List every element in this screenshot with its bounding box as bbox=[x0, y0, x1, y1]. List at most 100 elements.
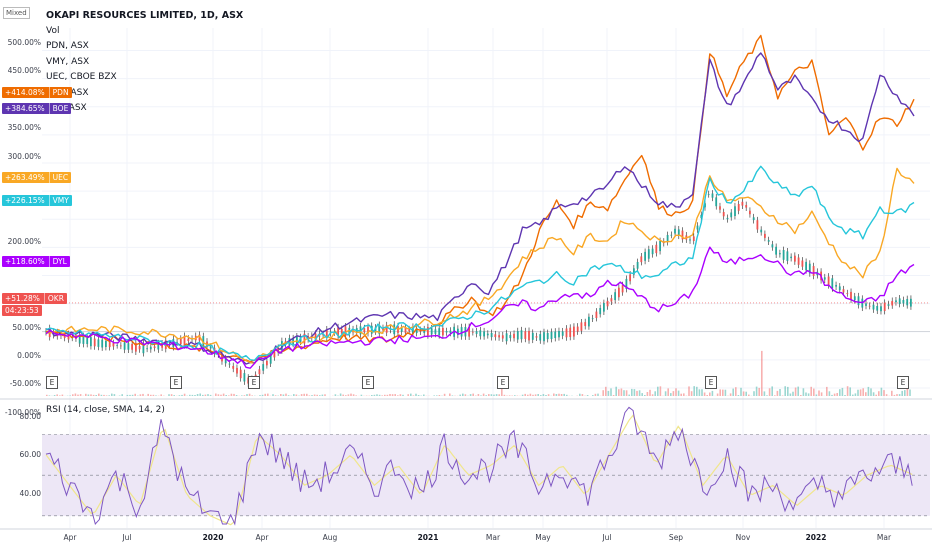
volume-bar bbox=[90, 394, 92, 396]
volume-bar bbox=[134, 393, 136, 396]
volume-bar bbox=[615, 386, 617, 396]
volume-bar bbox=[131, 394, 134, 396]
okr-candle-body bbox=[659, 241, 661, 252]
legend-item-boe[interactable]: BOE, ASX bbox=[46, 87, 89, 98]
volume-bar bbox=[345, 395, 347, 396]
volume-bar bbox=[168, 394, 170, 396]
volume-bar bbox=[108, 395, 110, 396]
okr-candle-body bbox=[266, 360, 268, 366]
volume-bar bbox=[831, 394, 833, 396]
earnings-marker[interactable]: E bbox=[705, 376, 717, 389]
volume-bar bbox=[160, 394, 162, 396]
volume-bar bbox=[459, 394, 461, 396]
earnings-marker[interactable]: E bbox=[170, 376, 182, 389]
earnings-marker[interactable]: E bbox=[897, 376, 909, 389]
okr-candle-body bbox=[558, 331, 560, 338]
okr-candle-body bbox=[647, 249, 650, 259]
earnings-marker[interactable]: E bbox=[362, 376, 374, 389]
volume-bar bbox=[805, 392, 807, 396]
okr-candle-body bbox=[546, 333, 549, 340]
volume-bar bbox=[641, 393, 643, 396]
okr-candle-body bbox=[606, 300, 609, 307]
legend-item-vmy[interactable]: VMY, ASX bbox=[46, 56, 90, 67]
okr-candle-body bbox=[651, 248, 654, 255]
volume-bar bbox=[477, 394, 480, 396]
okr-candle-body bbox=[385, 325, 388, 333]
volume-bar bbox=[534, 394, 537, 396]
volume-bar bbox=[412, 395, 415, 396]
volume-bar bbox=[397, 395, 399, 396]
volume-bar bbox=[826, 386, 828, 396]
volume-bar bbox=[521, 394, 524, 396]
okr-candle-body bbox=[782, 250, 785, 260]
legend-item-vol[interactable]: Vol bbox=[46, 25, 60, 36]
okr-candle-body bbox=[561, 331, 564, 336]
volume-bar bbox=[339, 393, 342, 396]
okr-candle-body bbox=[715, 197, 718, 207]
volume-bar bbox=[196, 394, 199, 396]
volume-bar bbox=[664, 391, 667, 396]
rsi-indicator-title[interactable]: RSI (14, close, SMA, 14, 2) bbox=[46, 405, 165, 415]
volume-bar bbox=[334, 394, 337, 396]
okr-candle-body bbox=[801, 260, 804, 267]
volume-bar bbox=[251, 395, 253, 396]
volume-bar bbox=[594, 393, 597, 396]
scale-mode-toggle[interactable]: Mixed bbox=[3, 7, 30, 19]
volume-bar bbox=[833, 393, 836, 396]
volume-bar bbox=[683, 393, 685, 396]
volume-bar bbox=[862, 388, 864, 396]
okr-candle-body bbox=[412, 326, 414, 335]
volume-bar bbox=[612, 395, 615, 396]
volume-bar bbox=[56, 394, 58, 396]
volume-bar bbox=[235, 395, 238, 396]
volume-bar bbox=[495, 394, 498, 396]
volume-bar bbox=[103, 394, 105, 396]
volume-bar bbox=[72, 394, 74, 396]
okr-candle-body bbox=[730, 212, 733, 218]
volume-bar bbox=[173, 395, 175, 396]
okr-candle-body bbox=[775, 246, 777, 255]
volume-bar bbox=[189, 394, 191, 396]
okr-candle-body bbox=[86, 337, 89, 344]
volume-bar bbox=[319, 395, 321, 396]
boe-line bbox=[45, 52, 915, 365]
okr-candle-body bbox=[543, 332, 545, 342]
okr-candle-body bbox=[232, 366, 235, 369]
time-axis-label: Jul bbox=[122, 533, 132, 542]
okr-candle-body bbox=[610, 298, 613, 302]
okr-candle-body bbox=[75, 338, 77, 339]
volume-bar bbox=[636, 390, 638, 396]
earnings-marker[interactable]: E bbox=[248, 376, 260, 389]
volume-bar bbox=[199, 393, 201, 396]
legend-item-dyl[interactable]: DYL, ASX bbox=[46, 103, 87, 113]
volume-bar bbox=[904, 390, 906, 396]
volume-bar bbox=[722, 389, 724, 396]
volume-bar bbox=[352, 394, 355, 396]
okr-candle-body bbox=[681, 230, 684, 240]
okr-candle-body bbox=[149, 346, 152, 350]
okr-candle-body bbox=[569, 327, 572, 337]
okr-candle-body bbox=[726, 217, 729, 220]
price-axis-label: 300.00% bbox=[7, 152, 41, 161]
okr-candle-body bbox=[670, 234, 673, 236]
okr-candle-body bbox=[520, 330, 523, 340]
time-axis-label: May bbox=[535, 533, 551, 542]
okr-candle-body bbox=[438, 328, 441, 336]
volume-bar bbox=[745, 391, 747, 396]
legend-item-uec[interactable]: UEC, CBOE BZX bbox=[46, 72, 117, 82]
okr-candle-body bbox=[633, 268, 635, 275]
legend-item-pdn[interactable]: PDN, ASX bbox=[46, 41, 89, 51]
symbol-title[interactable]: OKAPI RESOURCES LIMITED, 1D, ASX bbox=[46, 10, 244, 21]
volume-bar bbox=[901, 390, 903, 396]
earnings-marker[interactable]: E bbox=[46, 376, 58, 389]
volume-bar bbox=[61, 394, 64, 396]
volume-bar bbox=[399, 394, 402, 396]
volume-bar bbox=[649, 389, 651, 396]
volume-bar bbox=[735, 387, 737, 396]
earnings-marker[interactable]: E bbox=[497, 376, 509, 389]
okr-candle-body bbox=[209, 346, 212, 349]
volume-bar bbox=[220, 394, 222, 396]
volume-bar bbox=[779, 389, 781, 396]
volume-bar bbox=[233, 393, 235, 396]
